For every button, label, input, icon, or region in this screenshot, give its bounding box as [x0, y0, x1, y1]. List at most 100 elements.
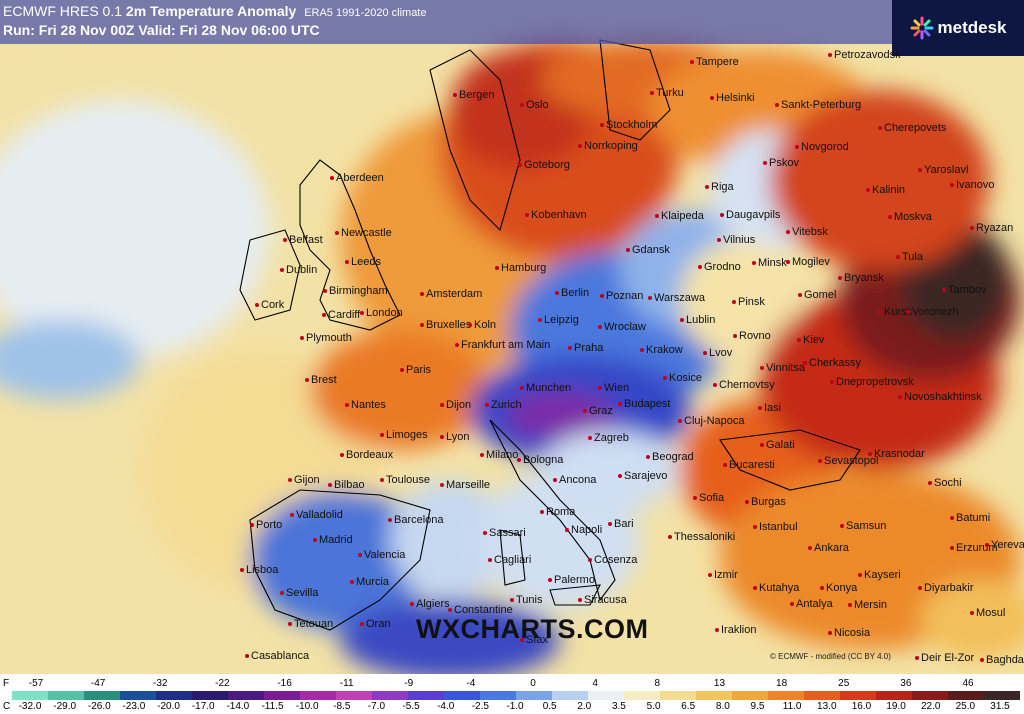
fahrenheit-tick: 36 — [900, 678, 912, 689]
city-label: Ivanovo — [950, 179, 995, 191]
scale-color-swatch — [192, 691, 229, 700]
city-name: Iasi — [764, 402, 782, 414]
city-label: Siracusa — [578, 594, 627, 606]
city-dot — [600, 123, 604, 128]
city-dot — [455, 343, 459, 348]
city-label: Tambov — [942, 284, 987, 296]
scale-color-swatch — [660, 691, 697, 700]
city-label: Wien — [598, 382, 629, 394]
city-name: Marseille — [446, 479, 491, 491]
city-label: Gijon — [288, 474, 320, 486]
city-dot — [797, 338, 801, 343]
city-name: Tunis — [516, 594, 543, 606]
celsius-tick: -17.0 — [191, 701, 215, 712]
city-dot — [798, 293, 802, 298]
celsius-tick: -26.0 — [87, 701, 111, 712]
scale-color-swatch — [12, 691, 49, 700]
celsius-unit-label: C — [3, 701, 11, 712]
city-name: Bilbao — [334, 479, 365, 491]
city-label: Petrozavodsk — [828, 49, 901, 61]
city-dot — [588, 558, 592, 563]
city-name: Pskov — [769, 157, 799, 169]
scale-color-swatch — [984, 691, 1020, 700]
city-name: Kiev — [803, 334, 825, 346]
city-dot — [942, 288, 946, 293]
city-label: Dublin — [280, 264, 317, 276]
city-label: Bari — [608, 518, 634, 530]
city-label: Bologna — [517, 454, 563, 466]
city-name: Lvov — [709, 347, 733, 359]
city-label: Krakow — [640, 344, 683, 356]
fahrenheit-unit-label: F — [3, 678, 10, 689]
city-name: Algiers — [416, 598, 450, 610]
city-name: Nantes — [351, 399, 386, 411]
city-label: Dijon — [440, 399, 471, 411]
city-dot — [322, 313, 326, 318]
city-label: Kayseri — [858, 569, 901, 581]
city-name: Galati — [766, 439, 795, 451]
scale-color-swatch — [264, 691, 301, 700]
city-label: Nicosia — [828, 627, 870, 639]
city-dot — [838, 276, 842, 281]
city-name: Cosenza — [594, 554, 638, 566]
fahrenheit-tick: -32 — [153, 678, 168, 689]
city-dot — [840, 524, 844, 529]
city-name: Bari — [614, 518, 634, 530]
city-dot — [698, 265, 702, 270]
city-name: Porto — [256, 519, 283, 531]
city-dot — [468, 323, 472, 328]
city-dot — [538, 318, 542, 323]
city-dot — [350, 580, 354, 585]
city-name: Praha — [574, 342, 604, 354]
celsius-tick: 13.0 — [817, 701, 837, 712]
city-dot — [915, 656, 919, 661]
city-label: Bergen — [453, 89, 494, 101]
header-bar: ECMWF HRES 0.1 2m Temperature Anomaly ER… — [0, 0, 892, 44]
city-name: Lyon — [446, 431, 470, 443]
city-dot — [663, 376, 667, 381]
city-name: Kosice — [669, 372, 703, 384]
city-dot — [440, 483, 444, 488]
city-dot — [488, 558, 492, 563]
city-name: Turku — [656, 87, 684, 99]
city-dot — [732, 300, 736, 305]
city-dot — [668, 535, 672, 540]
city-dot — [717, 238, 721, 243]
city-dot — [453, 93, 457, 98]
city-dot — [440, 435, 444, 440]
city-name: Wien — [604, 382, 630, 394]
city-dot — [388, 518, 392, 523]
city-label: Roma — [540, 506, 575, 518]
city-label: Rovno — [733, 330, 771, 342]
ecmwf-credit: © ECMWF - modified (CC BY 4.0) — [770, 652, 891, 661]
model-title: ECMWF HRES 0.1 — [3, 3, 123, 19]
city-label: Leeds — [345, 256, 381, 268]
city-label: Samsun — [840, 520, 886, 532]
celsius-tick: 16.0 — [851, 701, 872, 712]
city-name: Belfast — [289, 234, 323, 246]
city-dot — [760, 443, 764, 448]
city-dot — [703, 351, 707, 356]
scale-color-swatch — [156, 691, 193, 700]
city-name: Tetouan — [294, 618, 334, 630]
city-dot — [980, 658, 984, 663]
city-label: Toulouse — [380, 474, 430, 486]
city-name: Toulouse — [386, 474, 431, 486]
scale-color-swatch — [696, 691, 733, 700]
city-name: Koln — [474, 319, 497, 331]
city-label: Yerevan — [985, 539, 1024, 551]
celsius-tick: 6.5 — [681, 701, 696, 712]
city-label: Klaipeda — [655, 210, 704, 222]
city-dot — [525, 213, 529, 218]
city-label: Barcelona — [388, 514, 444, 526]
city-label: Vitebsk — [786, 226, 828, 238]
city-label: Dnepropetrovsk — [830, 376, 914, 388]
city-label: Goteborg — [518, 159, 570, 171]
city-dot — [517, 458, 521, 463]
fahrenheit-tick: -47 — [90, 678, 106, 689]
city-label: Plymouth — [300, 332, 352, 344]
city-dot — [380, 478, 384, 483]
city-name: Thessaloniki — [674, 531, 736, 543]
city-label: Marseille — [440, 479, 490, 491]
city-name: Birmingham — [329, 285, 388, 297]
